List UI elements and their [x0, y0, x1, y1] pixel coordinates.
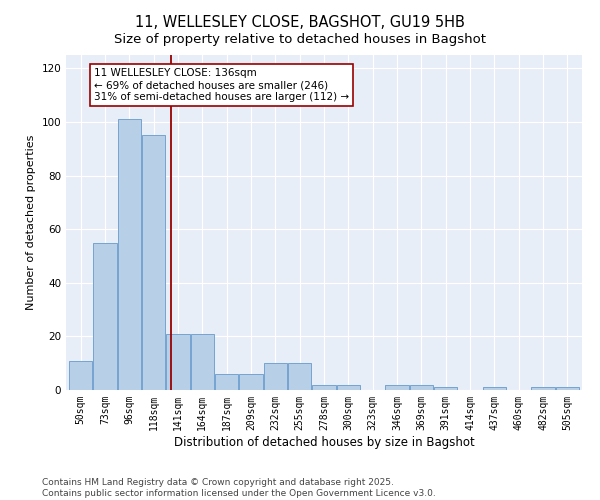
X-axis label: Distribution of detached houses by size in Bagshot: Distribution of detached houses by size … — [173, 436, 475, 448]
Bar — [69, 360, 92, 390]
Text: Size of property relative to detached houses in Bagshot: Size of property relative to detached ho… — [114, 32, 486, 46]
Bar — [166, 334, 190, 390]
Bar — [313, 384, 335, 390]
Bar — [337, 384, 360, 390]
Text: Contains HM Land Registry data © Crown copyright and database right 2025.
Contai: Contains HM Land Registry data © Crown c… — [42, 478, 436, 498]
Bar — [483, 388, 506, 390]
Text: 11, WELLESLEY CLOSE, BAGSHOT, GU19 5HB: 11, WELLESLEY CLOSE, BAGSHOT, GU19 5HB — [135, 15, 465, 30]
Bar — [118, 120, 141, 390]
Bar — [385, 384, 409, 390]
Bar — [191, 334, 214, 390]
Bar — [532, 388, 554, 390]
Bar — [556, 388, 579, 390]
Bar — [94, 242, 116, 390]
Bar — [215, 374, 238, 390]
Bar — [264, 363, 287, 390]
Bar — [410, 384, 433, 390]
Y-axis label: Number of detached properties: Number of detached properties — [26, 135, 36, 310]
Bar — [288, 363, 311, 390]
Bar — [142, 136, 165, 390]
Bar — [239, 374, 263, 390]
Bar — [434, 388, 457, 390]
Text: 11 WELLESLEY CLOSE: 136sqm
← 69% of detached houses are smaller (246)
31% of sem: 11 WELLESLEY CLOSE: 136sqm ← 69% of deta… — [94, 68, 349, 102]
